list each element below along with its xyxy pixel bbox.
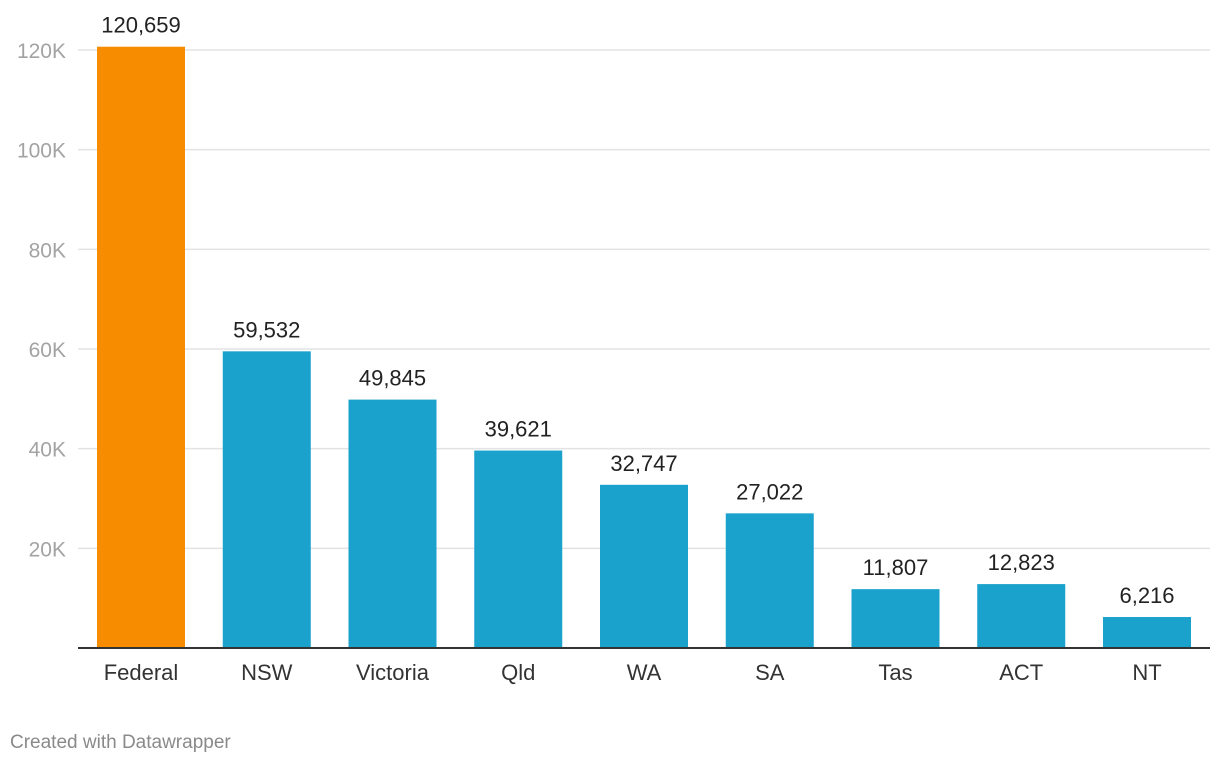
credit-text: Created with Datawrapper: [10, 732, 231, 753]
y-tick-label: 40K: [29, 439, 66, 462]
bar: [97, 46, 185, 648]
x-tick-label: WA: [627, 660, 662, 685]
bar: [474, 450, 563, 648]
bar-value-label: 27,022: [736, 479, 803, 504]
bar-value-label: 49,845: [359, 366, 426, 391]
bar-value-label: 12,823: [988, 550, 1055, 575]
bar-value-label: 120,659: [101, 13, 181, 38]
x-tick-label: Federal: [104, 660, 179, 685]
bar: [725, 513, 814, 648]
bar: [1103, 617, 1191, 648]
bar-value-label: 11,807: [863, 555, 929, 580]
bar-value-label: 39,621: [485, 417, 552, 442]
bar: [600, 484, 688, 648]
y-axis: 20K 40K 60K 80K 100K 120K: [17, 40, 66, 561]
x-tick-label: Qld: [501, 660, 535, 685]
bar-chart: 20K 40K 60K 80K 100K 120K 120,659 59,532 49,845…: [17, 13, 1210, 685]
bar-value-label: 59,532: [233, 317, 300, 342]
bar: [348, 399, 437, 648]
x-axis: Federal NSW Victoria Qld WA SA Tas ACT NT: [78, 647, 1210, 685]
bar: [977, 584, 1066, 648]
x-tick-label: SA: [755, 660, 785, 685]
y-tick-label: 120K: [17, 40, 66, 63]
bar: [851, 589, 940, 648]
y-tick-label: 60K: [29, 339, 66, 362]
value-labels: 120,659 59,532 49,845 39,621 32,747 27,022 11,…: [101, 13, 1174, 608]
bar: [222, 351, 311, 648]
bars: [97, 46, 1191, 648]
y-tick-label: 80K: [29, 239, 66, 262]
x-tick-label: NSW: [241, 660, 293, 685]
bar-value-label: 32,747: [610, 451, 677, 476]
x-tick-label: Tas: [878, 660, 912, 685]
x-tick-label: ACT: [999, 660, 1043, 685]
bar-value-label: 6,216: [1119, 583, 1174, 608]
x-tick-label: NT: [1132, 660, 1161, 685]
x-tick-label: Victoria: [356, 660, 430, 685]
y-tick-label: 20K: [29, 538, 66, 561]
y-tick-label: 100K: [17, 140, 66, 163]
